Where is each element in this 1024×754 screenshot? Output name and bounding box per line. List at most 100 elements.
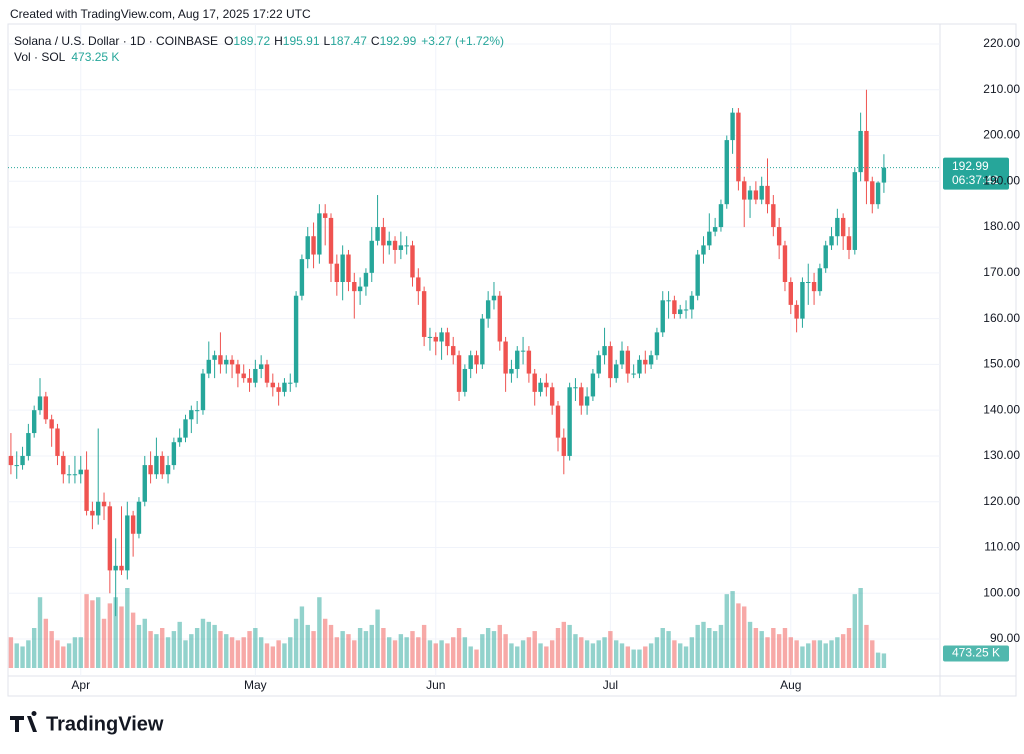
candle-body (794, 304, 799, 319)
volume-bar (101, 618, 107, 668)
volume-bar (567, 624, 572, 668)
price-tag-countdown: 06:37:42 (952, 173, 999, 187)
candle-body (55, 428, 60, 456)
volume-bar (666, 631, 671, 668)
volume-bar (654, 637, 660, 668)
x-tick-label: Aug (780, 678, 801, 692)
candle-body (299, 259, 305, 296)
volume-bar (712, 631, 718, 668)
candle-body (61, 455, 66, 475)
candle-body (218, 355, 223, 365)
volume-bar (270, 646, 276, 668)
ohlc-value: 187.47 (330, 34, 367, 48)
volume-bar (456, 628, 462, 668)
volume-bar (846, 628, 852, 668)
volume-bar (736, 603, 741, 668)
volume-bar (829, 640, 834, 668)
candle-body (31, 410, 37, 434)
volume-bar (357, 628, 363, 668)
candle-body (125, 515, 130, 571)
candle-body (678, 309, 683, 315)
volume-bar (794, 640, 799, 668)
volume-bar (8, 637, 14, 668)
volume-bar (468, 646, 473, 668)
candle-body (224, 359, 229, 365)
volume-bar (515, 646, 520, 668)
volume-bar (695, 624, 700, 668)
candle-body (619, 350, 625, 365)
volume-bar (125, 588, 130, 668)
volume-bar (817, 640, 823, 668)
candle-body (497, 295, 502, 342)
volume-bar (340, 631, 345, 668)
candle-body (258, 364, 264, 369)
volume-bar (113, 597, 118, 668)
candle-body (264, 364, 270, 383)
volume-bar (375, 609, 380, 668)
volume-bar (61, 646, 66, 668)
volume-bar (317, 597, 322, 668)
candle-body (666, 300, 671, 302)
volume-bar (742, 606, 747, 668)
candle-body (474, 355, 479, 365)
volume-bar (369, 624, 374, 668)
candle-body (72, 474, 78, 476)
volume-bar (538, 643, 543, 668)
candle-body (43, 396, 49, 420)
volume-bar (363, 631, 369, 668)
volume-legend: Vol · SOL 473.25 K (14, 50, 119, 64)
volume-bar (142, 618, 147, 668)
x-tick-label: Jul (603, 678, 618, 692)
volume-bar (474, 649, 479, 668)
price-tag (943, 157, 1009, 190)
volume-bar (835, 637, 840, 668)
candle-body (107, 506, 113, 571)
volume-bar (811, 640, 817, 668)
candle-body (561, 437, 567, 456)
volume-bar (154, 634, 159, 668)
volume-bar (392, 640, 398, 668)
candle-body (352, 282, 357, 292)
volume-bar (200, 618, 206, 668)
y-tick-label: 220.00 (983, 36, 1020, 50)
volume-bar (637, 649, 642, 668)
candle-body (154, 455, 159, 475)
volume-bar (78, 637, 83, 668)
caption: Created with TradingView.com, Aug 17, 20… (10, 7, 311, 21)
volume-bar (613, 640, 619, 668)
volume-bar (218, 631, 223, 668)
y-tick-label: 90.00 (990, 631, 1020, 645)
candle-body (433, 336, 438, 342)
candle-body (771, 204, 776, 228)
candle-body (276, 387, 281, 392)
volume-bar (701, 621, 706, 668)
volume-bar (160, 628, 165, 668)
candle-body (643, 359, 648, 365)
candle-body (113, 565, 118, 571)
volume-bar (421, 624, 427, 668)
y-tick-label: 180.00 (983, 219, 1020, 233)
volume-bar (445, 643, 450, 668)
candle-body (776, 227, 782, 246)
candle-body (881, 167, 887, 183)
y-tick-label: 140.00 (983, 402, 1020, 416)
candle-body (846, 236, 852, 250)
volume-bar (72, 637, 78, 668)
volume-bar (107, 603, 113, 668)
brand-logo: TradingView (10, 711, 164, 735)
y-tick-label: 170.00 (983, 265, 1020, 279)
candle-body (526, 350, 532, 374)
volume-bar (288, 637, 293, 668)
candle-body (282, 382, 287, 392)
candle-body (503, 341, 508, 374)
candle-body (328, 217, 334, 264)
candle-body (8, 455, 14, 466)
volume-bar (730, 591, 735, 668)
candle-body (864, 130, 869, 182)
candle-body (468, 355, 473, 369)
candle-body (37, 396, 43, 411)
price-tag-value: 192.99 (952, 159, 989, 173)
candle-body (392, 240, 398, 250)
volume-bar (747, 621, 753, 668)
